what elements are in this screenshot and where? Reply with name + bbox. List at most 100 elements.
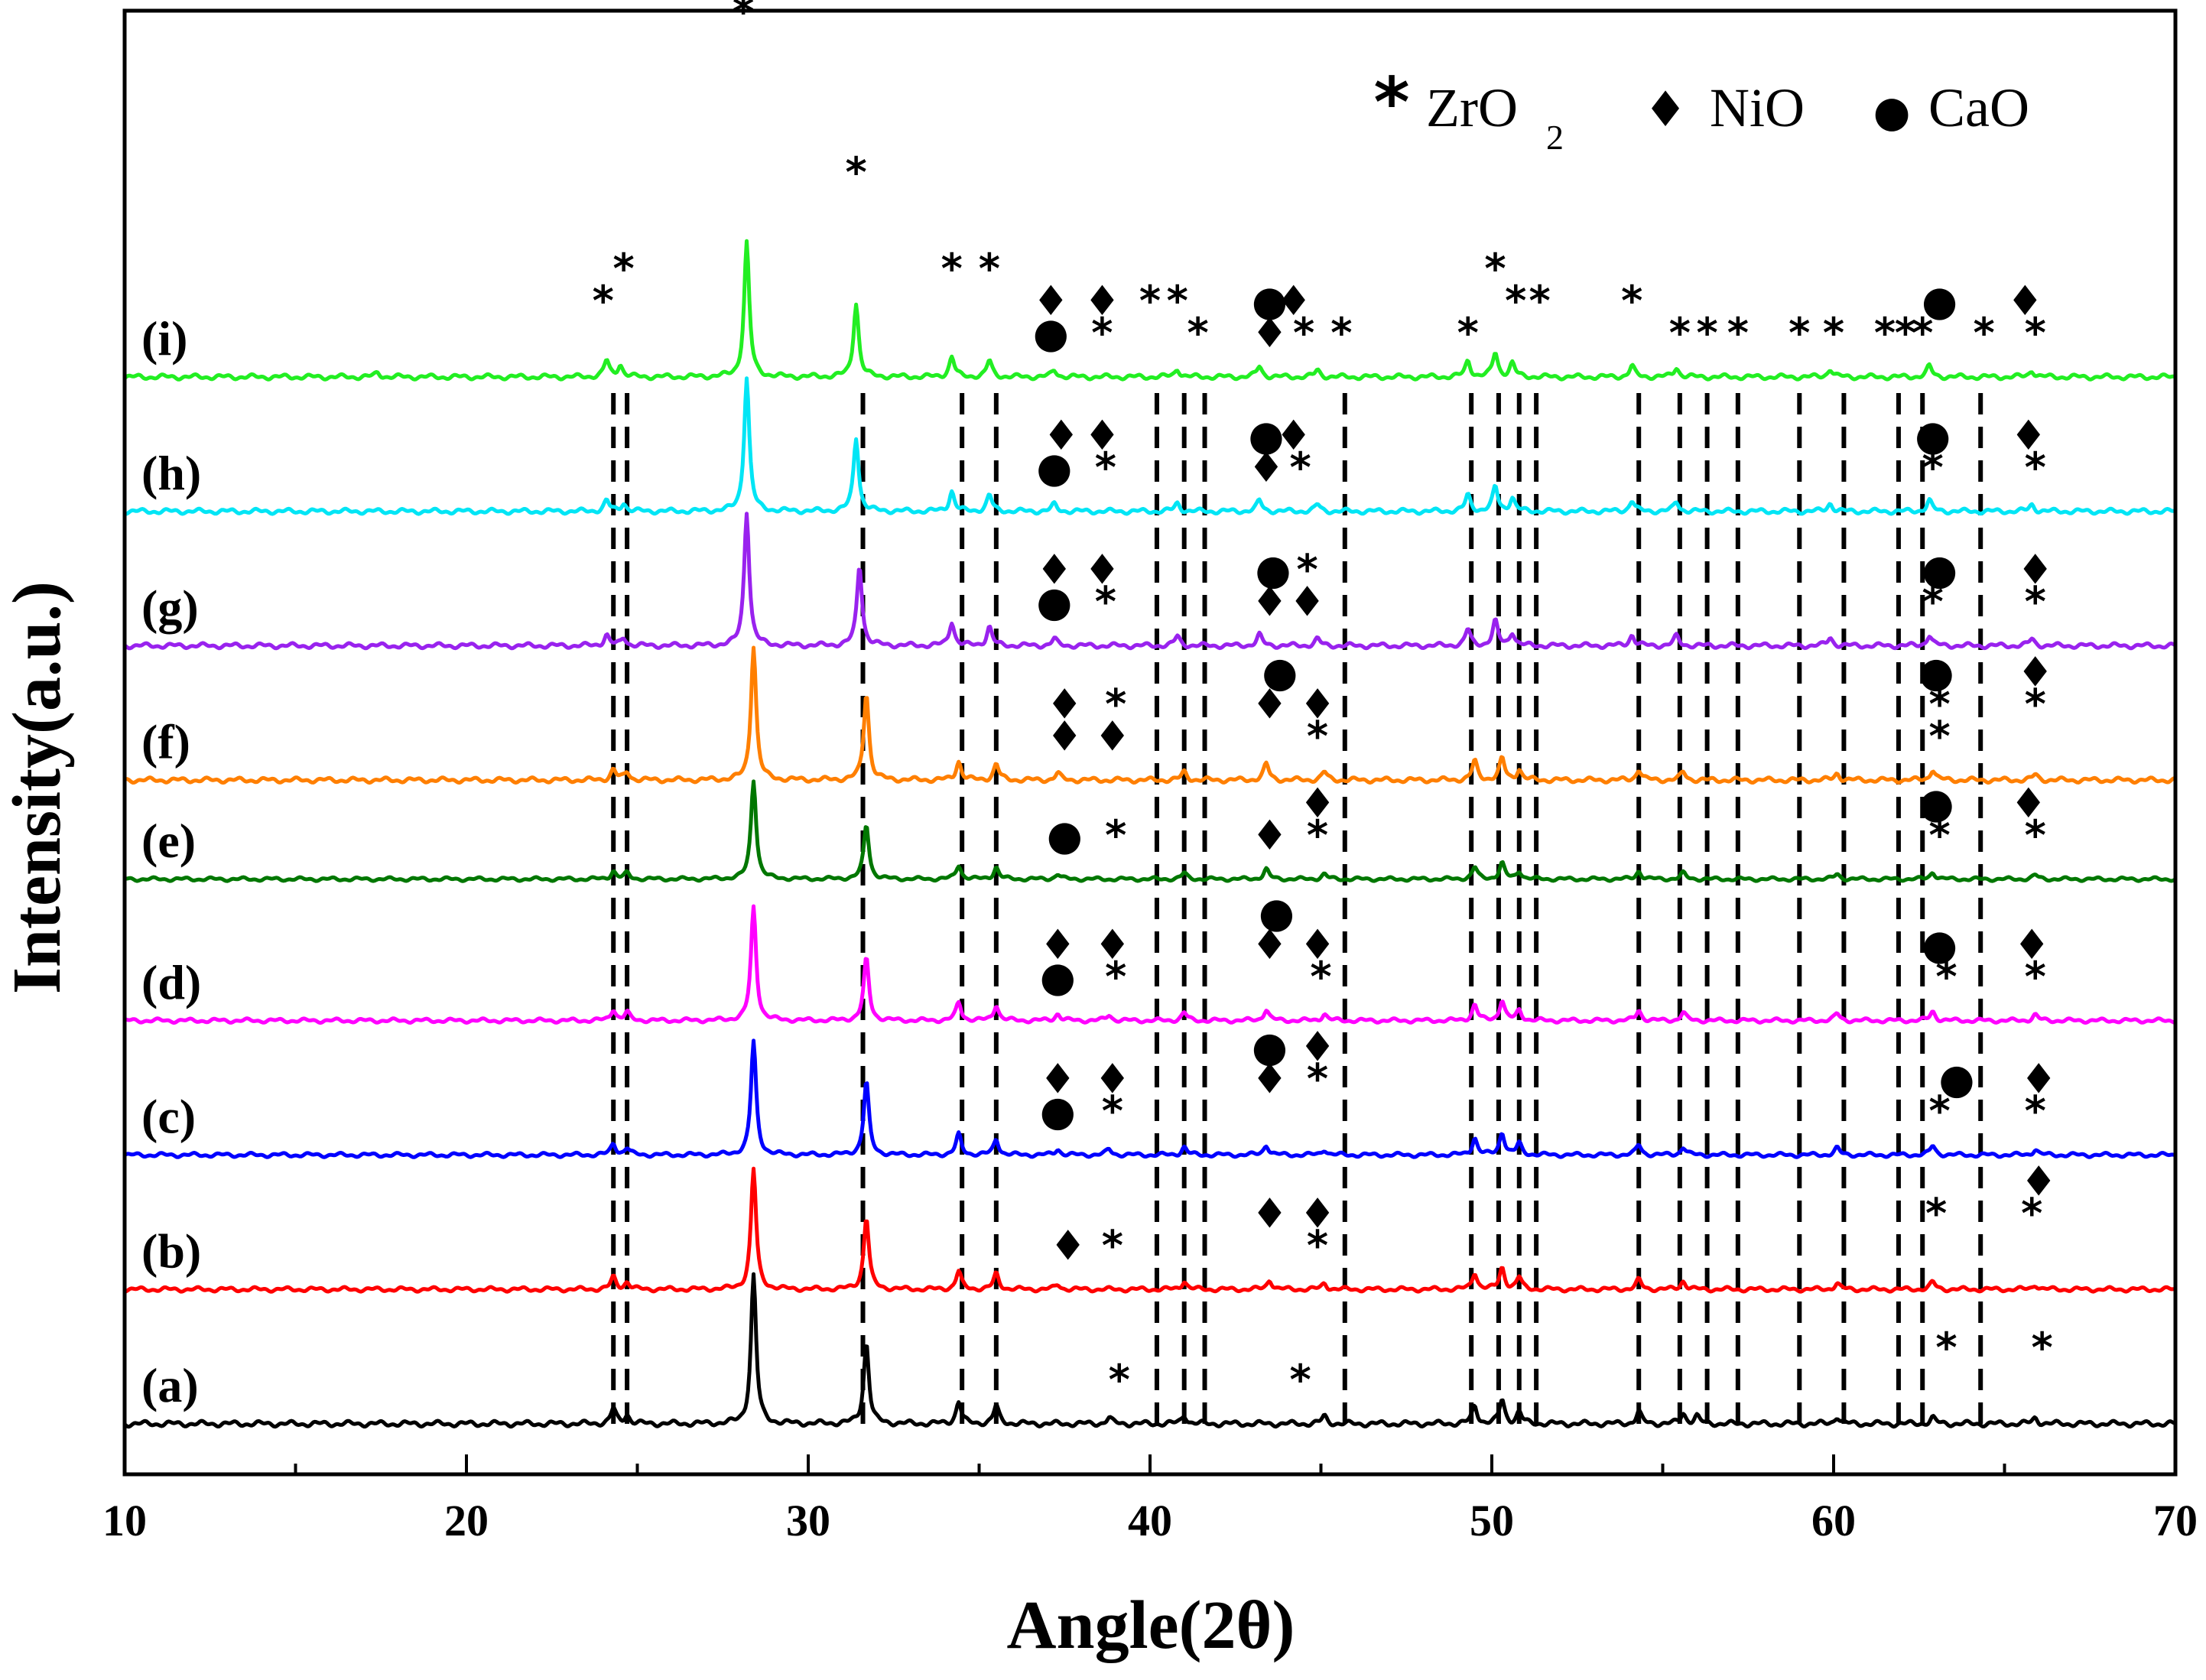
phase-marker: * xyxy=(1095,578,1116,626)
phase-marker: ♦ xyxy=(1046,712,1083,760)
phase-marker: ● xyxy=(1255,546,1291,594)
series-line xyxy=(123,512,2176,651)
phase-marker: * xyxy=(2032,1324,2053,1372)
phase-marker: * xyxy=(1310,953,1331,1001)
phase-marker: * xyxy=(2025,953,2046,1001)
phase-marker: * xyxy=(1095,444,1116,492)
x-tick-label: 30 xyxy=(786,1496,830,1545)
phase-marker: ♦ xyxy=(1094,921,1131,969)
x-axis-ticks: 10 20 30 40 50 60 70 xyxy=(102,1454,2198,1545)
phase-marker: ● xyxy=(1938,1055,1974,1103)
phase-marker: ♦ xyxy=(1251,578,1288,626)
phase-marker: * xyxy=(1912,309,1933,357)
series-line xyxy=(124,779,2177,883)
legend-cao-label: CaO xyxy=(1928,77,2029,138)
phase-marker: ● xyxy=(1036,578,1072,626)
phase-marker: ♦ xyxy=(1251,1189,1288,1237)
phase-marker: ♦ xyxy=(1039,921,1076,969)
phase-marker: * xyxy=(1307,811,1328,859)
phase-marker: * xyxy=(1928,1087,1950,1136)
series-label: (h) xyxy=(141,446,201,500)
x-tick-label: 20 xyxy=(444,1496,489,1545)
phase-marker: * xyxy=(1925,1189,1947,1237)
phase-marker: ♦ xyxy=(1288,578,1325,626)
phase-marker: ♦ xyxy=(1084,277,1120,325)
series-line xyxy=(124,1166,2176,1294)
phase-marker: ♦ xyxy=(1275,277,1312,325)
phase-marker: ● xyxy=(1259,889,1295,937)
series-line xyxy=(124,376,2176,516)
phase-marker: * xyxy=(1307,712,1328,760)
phase-marker: * xyxy=(1922,578,1944,626)
phase-marker: ♦ xyxy=(2010,779,2047,827)
phase-marker: * xyxy=(2021,1189,2042,1237)
phase-marker: ♦ xyxy=(1251,811,1288,859)
series-label: (c) xyxy=(141,1090,196,1144)
phase-marker: ♦ xyxy=(2020,1055,2057,1103)
phase-marker: * xyxy=(1307,1055,1328,1103)
series-traces xyxy=(123,239,2177,1429)
phase-marker: * xyxy=(1091,309,1113,357)
phase-marker: * xyxy=(1928,811,1950,859)
series-labels: (a) (b) (c) (d) (e) (f) (g) (h) (i) xyxy=(141,311,201,1412)
phase-marker: ♦ xyxy=(1251,921,1288,969)
phase-marker: ● xyxy=(1252,1023,1288,1071)
phase-marker: ♦ xyxy=(1248,444,1285,492)
series-label: (a) xyxy=(141,1358,199,1412)
phase-marker: * xyxy=(1922,444,1944,492)
phase-marker: * xyxy=(1457,309,1479,357)
phase-marker: * xyxy=(941,245,963,293)
phase-marker: * xyxy=(733,0,754,36)
phase-marker: * xyxy=(1727,309,1749,357)
phase-marker: ♦ xyxy=(1094,1055,1131,1103)
phase-marker: * xyxy=(845,148,866,197)
phase-marker: ● xyxy=(1040,1087,1076,1136)
phase-marker: * xyxy=(1290,1356,1311,1404)
series-label: (e) xyxy=(141,814,196,868)
x-tick-label: 60 xyxy=(1811,1496,1856,1545)
phase-marker: * xyxy=(1928,712,1950,760)
phase-marker: * xyxy=(1505,277,1526,325)
phase-marker: ♦ xyxy=(2013,921,2050,969)
phase-marker: ♦ xyxy=(2006,277,2043,325)
phase-marker: ♦ xyxy=(2010,411,2047,460)
phase-marker: * xyxy=(2025,1087,2046,1136)
series-label: (i) xyxy=(141,311,187,366)
phase-marker: * xyxy=(1935,953,1957,1001)
phase-marker: * xyxy=(1789,309,1810,357)
phase-marker: ♦ xyxy=(1299,680,1336,728)
legend-zro2-subscript: 2 xyxy=(1546,118,1564,157)
phase-marker: ● xyxy=(1047,811,1083,859)
phase-marker: * xyxy=(1529,277,1550,325)
phase-marker: ♦ xyxy=(1299,1023,1336,1071)
phase-marker: ● xyxy=(1262,648,1298,696)
legend-zro2-symbol: * xyxy=(1373,63,1409,143)
phase-marker: ♦ xyxy=(1275,411,1312,460)
phase-marker: * xyxy=(593,277,614,325)
x-tick-label: 40 xyxy=(1128,1496,1172,1545)
phase-marker: * xyxy=(1167,277,1188,325)
phase-marker: ♦ xyxy=(1084,546,1120,594)
phase-marker: * xyxy=(2025,578,2046,626)
series-label: (g) xyxy=(141,580,199,635)
phase-marker: ♦ xyxy=(1032,277,1069,325)
phase-marker: ♦ xyxy=(1251,680,1288,728)
legend: * ZrO 2 ♦ NiO ● CaO xyxy=(1373,63,2029,157)
x-tick-label: 10 xyxy=(102,1496,147,1545)
legend-zro2-label: ZrO xyxy=(1426,77,1518,138)
phase-marker: ● xyxy=(1248,411,1284,460)
phase-marker: * xyxy=(1187,309,1208,357)
series-line xyxy=(123,1038,2177,1159)
phase-marker: ♦ xyxy=(1299,921,1336,969)
phase-marker: ● xyxy=(1033,309,1069,357)
phase-marker: * xyxy=(1823,309,1844,357)
legend-nio-label: NiO xyxy=(1710,77,1805,138)
phase-marker: * xyxy=(2025,680,2046,728)
phase-marker: ♦ xyxy=(2020,1157,2057,1205)
phase-marker: ♦ xyxy=(1039,1055,1076,1103)
phase-marker: * xyxy=(1102,1087,1123,1136)
series-line xyxy=(123,239,2176,382)
x-tick-label: 70 xyxy=(2153,1496,2198,1545)
